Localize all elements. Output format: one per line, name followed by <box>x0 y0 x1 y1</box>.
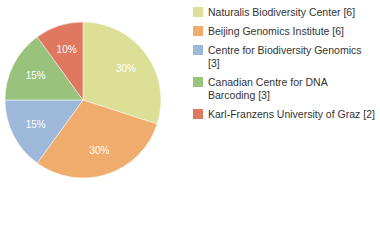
data-labels: 30% 30% 15% 15% 10% <box>26 44 136 156</box>
legend-swatch <box>193 77 203 87</box>
data-label: 30% <box>89 145 109 156</box>
legend-label: Naturalis Biodiversity Center [6] <box>208 6 355 18</box>
legend-swatch <box>193 7 203 17</box>
data-label: 15% <box>26 119 46 130</box>
legend-swatch <box>193 26 203 36</box>
legend-item: Canadian Centre for DNABarcoding [3] <box>193 76 328 101</box>
legend: Naturalis Biodiversity Center [6] Beijing… <box>193 6 375 120</box>
legend-item: Naturalis Biodiversity Center [6] <box>193 6 355 18</box>
legend-label: Karl-Franzens University of Graz [2] <box>208 108 375 120</box>
legend-swatch <box>193 109 203 119</box>
legend-item: Beijing Genomics Institute [6] <box>193 25 344 37</box>
pie-slice <box>5 100 83 163</box>
legend-swatch <box>193 45 203 55</box>
legend-label: Canadian Centre for DNABarcoding [3] <box>208 76 328 101</box>
pie-slice <box>37 22 83 100</box>
chart: 30% 30% 15% 15% 10% Naturalis Biodiversity Ce… <box>0 0 380 240</box>
legend-item: Karl-Franzens University of Graz [2] <box>193 108 375 120</box>
legend-label: Centre for Biodiversity Genomics[3] <box>208 44 361 69</box>
legend-item: Centre for Biodiversity Genomics[3] <box>193 44 361 69</box>
data-label: 15% <box>26 70 46 81</box>
data-label: 10% <box>57 44 77 55</box>
data-label: 30% <box>116 63 136 74</box>
pie <box>5 22 161 178</box>
legend-label: Beijing Genomics Institute [6] <box>208 25 344 37</box>
